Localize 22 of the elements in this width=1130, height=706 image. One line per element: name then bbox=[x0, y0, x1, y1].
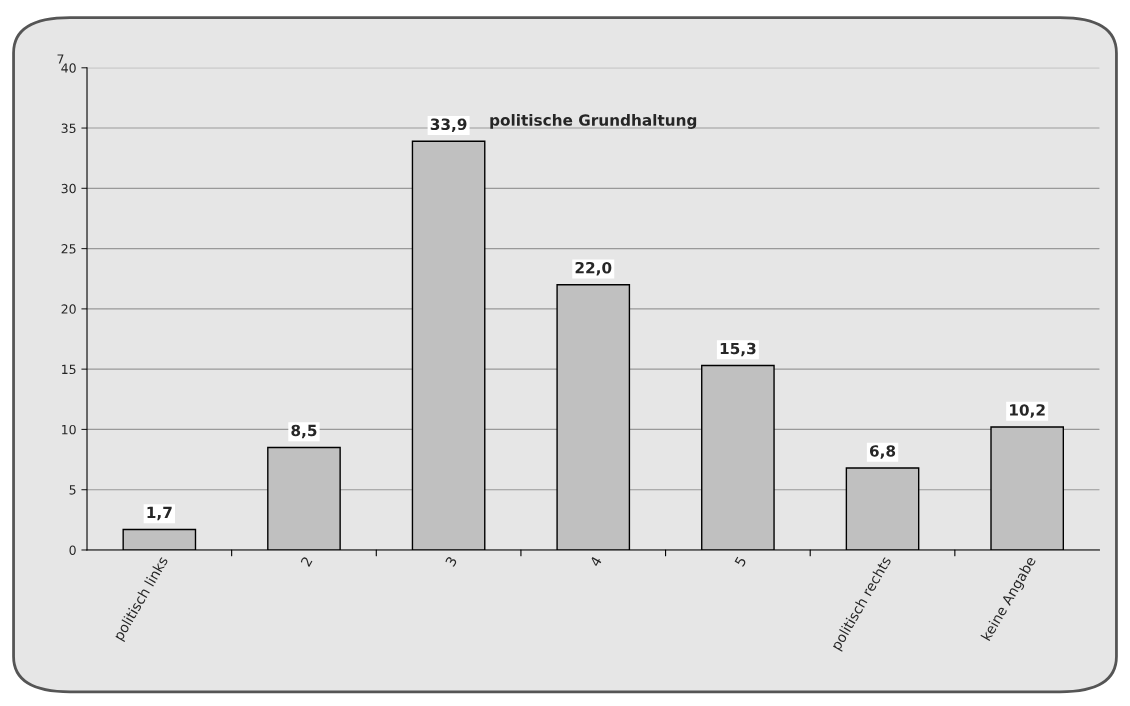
y-tick-label: 5 bbox=[69, 485, 76, 495]
y-tick-label: 20 bbox=[61, 304, 76, 314]
y-tick-label: 15 bbox=[62, 364, 76, 375]
data-label: 22,0 bbox=[575, 261, 612, 276]
text: 7 bbox=[57, 54, 64, 64]
y-tick-label: 10 bbox=[62, 424, 76, 435]
x-tick-label: 2 bbox=[300, 556, 313, 567]
data-label: 33,9 bbox=[430, 118, 467, 132]
x-tick-label: 3 bbox=[444, 555, 458, 567]
data-label: 15,3 bbox=[720, 342, 756, 357]
text: politische Grundhaltung bbox=[490, 114, 697, 129]
data-label: 10,2 bbox=[1010, 404, 1045, 418]
y-tick-label: 0 bbox=[69, 545, 76, 555]
y-tick-label: 30 bbox=[61, 183, 76, 194]
y-tick-label: 35 bbox=[61, 123, 76, 133]
data-label: 8,5 bbox=[291, 424, 317, 439]
x-tick-label: 4 bbox=[589, 555, 602, 568]
x-tick-label: 5 bbox=[734, 556, 747, 567]
data-label: 1,7 bbox=[147, 506, 172, 521]
y-tick-label: 40 bbox=[61, 63, 76, 73]
data-label: 6,8 bbox=[869, 445, 896, 459]
y-tick-label: 25 bbox=[61, 244, 76, 254]
